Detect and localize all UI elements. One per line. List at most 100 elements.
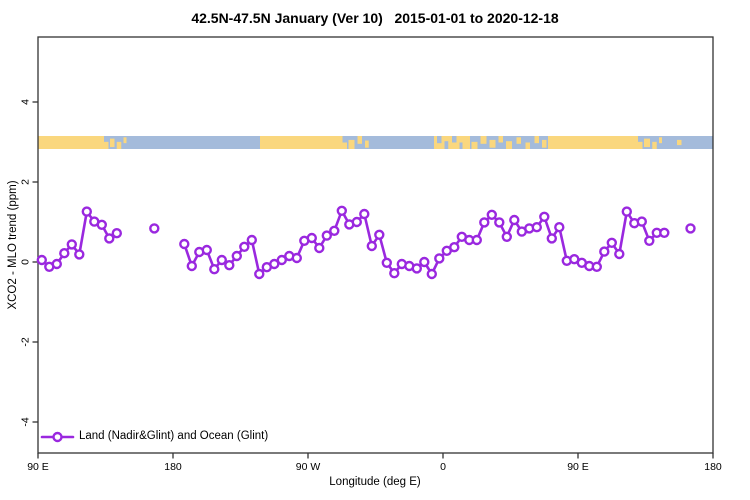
data-point-marker: [239, 241, 250, 253]
data-point-marker: [149, 223, 160, 234]
data-point-marker: [389, 268, 400, 279]
y-tick-label: -4: [20, 417, 32, 426]
map-strip-patch-land: [489, 139, 496, 148]
x-tick-label: 0: [440, 461, 446, 473]
data-point-marker: [179, 238, 190, 250]
data-point-marker: [359, 208, 370, 220]
data-point-marker: [621, 206, 632, 217]
map-strip-patch-land: [365, 140, 369, 148]
data-point-marker: [246, 234, 258, 246]
data-point-marker: [591, 261, 602, 272]
map-strip-patch-land: [506, 141, 512, 149]
map-strip-patch-land: [525, 142, 530, 149]
data-point-marker: [411, 263, 422, 274]
map-strip-patch-ocean: [104, 136, 109, 142]
x-axis-title: Longitude (deg E): [329, 476, 421, 488]
legend-marker-circle: [52, 431, 63, 443]
data-point-marker: [449, 241, 460, 253]
map-strip-patch-ocean: [459, 142, 463, 149]
plot-border: [37, 36, 714, 454]
data-point-marker: [381, 257, 392, 268]
data-point-marker: [111, 227, 123, 239]
map-strip-patch-land: [659, 137, 662, 144]
x-tick-label: 180: [164, 461, 182, 473]
map-strip-patch-land: [110, 138, 115, 148]
map-strip-patch-land: [498, 136, 503, 143]
data-point-marker: [201, 244, 213, 256]
data-point-marker: [269, 258, 280, 270]
y-tick-label: 4: [20, 99, 32, 105]
data-point-marker: [636, 216, 647, 227]
chart-title: 42.5N-47.5N January (Ver 10) 2015-01-01 …: [191, 10, 559, 26]
map-strip-patch-ocean: [452, 136, 457, 143]
y-tick-label: 2: [20, 179, 32, 185]
map-strip-segment-ocean: [108, 136, 260, 149]
data-point-marker: [644, 235, 655, 247]
data-point-marker: [434, 253, 445, 264]
data-point-marker: [374, 229, 385, 241]
data-point-marker: [276, 254, 287, 266]
data-point-marker: [224, 260, 235, 271]
data-point-marker: [321, 230, 332, 241]
map-strip-segment-land: [38, 136, 109, 149]
data-point-marker: [209, 264, 220, 275]
x-tick-label: 90 W: [296, 461, 321, 473]
data-point-marker: [314, 242, 325, 254]
map-strip-patch-land: [516, 137, 521, 144]
map-strip-patch-land: [471, 141, 478, 149]
data-point-marker: [231, 250, 243, 262]
data-point-marker: [186, 260, 198, 272]
data-point-marker: [59, 247, 70, 259]
data-point-marker: [659, 227, 670, 239]
data-point-marker: [104, 233, 115, 244]
data-point-marker: [486, 209, 497, 221]
data-point-marker: [614, 248, 625, 260]
y-tick-label: -2: [20, 337, 32, 346]
data-point-marker: [291, 252, 302, 264]
data-point-marker: [66, 239, 78, 250]
map-strip-patch-ocean: [342, 136, 347, 143]
legend-label: Land (Nadir&Glint) and Ocean (Glint): [79, 430, 269, 442]
map-strip-patch-land: [357, 136, 362, 144]
data-point-marker: [494, 217, 505, 228]
data-point-marker: [329, 225, 340, 237]
data-point-marker: [306, 232, 317, 244]
data-point-marker: [351, 216, 362, 228]
data-point-marker: [254, 268, 265, 280]
map-strip-patch-land: [644, 138, 650, 148]
data-point-marker: [336, 205, 347, 217]
map-strip-patch-land: [480, 136, 487, 144]
data-point-marker: [501, 231, 512, 243]
x-tick-label: 90 E: [567, 461, 589, 473]
map-strip-patch-land: [534, 136, 539, 144]
data-point-marker: [539, 211, 550, 223]
map-strip-patch-land: [116, 141, 122, 149]
y-tick-label: 0: [20, 259, 32, 265]
map-strip-segment-land: [260, 136, 347, 149]
map-strip-patch-land: [348, 139, 355, 149]
x-tick-label: 90 E: [27, 461, 49, 473]
map-strip-patch-ocean: [444, 141, 449, 149]
data-point-marker: [606, 237, 617, 249]
data-point-marker: [36, 254, 47, 266]
data-point-marker: [685, 223, 696, 234]
map-strip-patch-land: [677, 139, 682, 146]
map-strip-patch-ocean: [638, 136, 643, 142]
data-point-marker: [546, 233, 557, 244]
map-strip-patch-ocean: [437, 136, 442, 144]
data-point-marker: [554, 221, 565, 233]
data-point-marker: [366, 240, 377, 252]
map-strip-patch-land: [542, 139, 547, 148]
data-point-marker: [51, 258, 62, 270]
map-strip-patch-land: [123, 137, 127, 144]
data-point-marker: [216, 254, 228, 266]
data-point-marker: [81, 206, 93, 217]
data-point-marker: [479, 217, 490, 228]
data-point-marker: [599, 246, 610, 257]
data-point-marker: [419, 256, 430, 268]
x-tick-label: 180: [704, 461, 722, 473]
map-strip-segment-land: [548, 136, 643, 149]
data-point-marker: [426, 268, 437, 280]
data-point-marker: [509, 214, 520, 226]
